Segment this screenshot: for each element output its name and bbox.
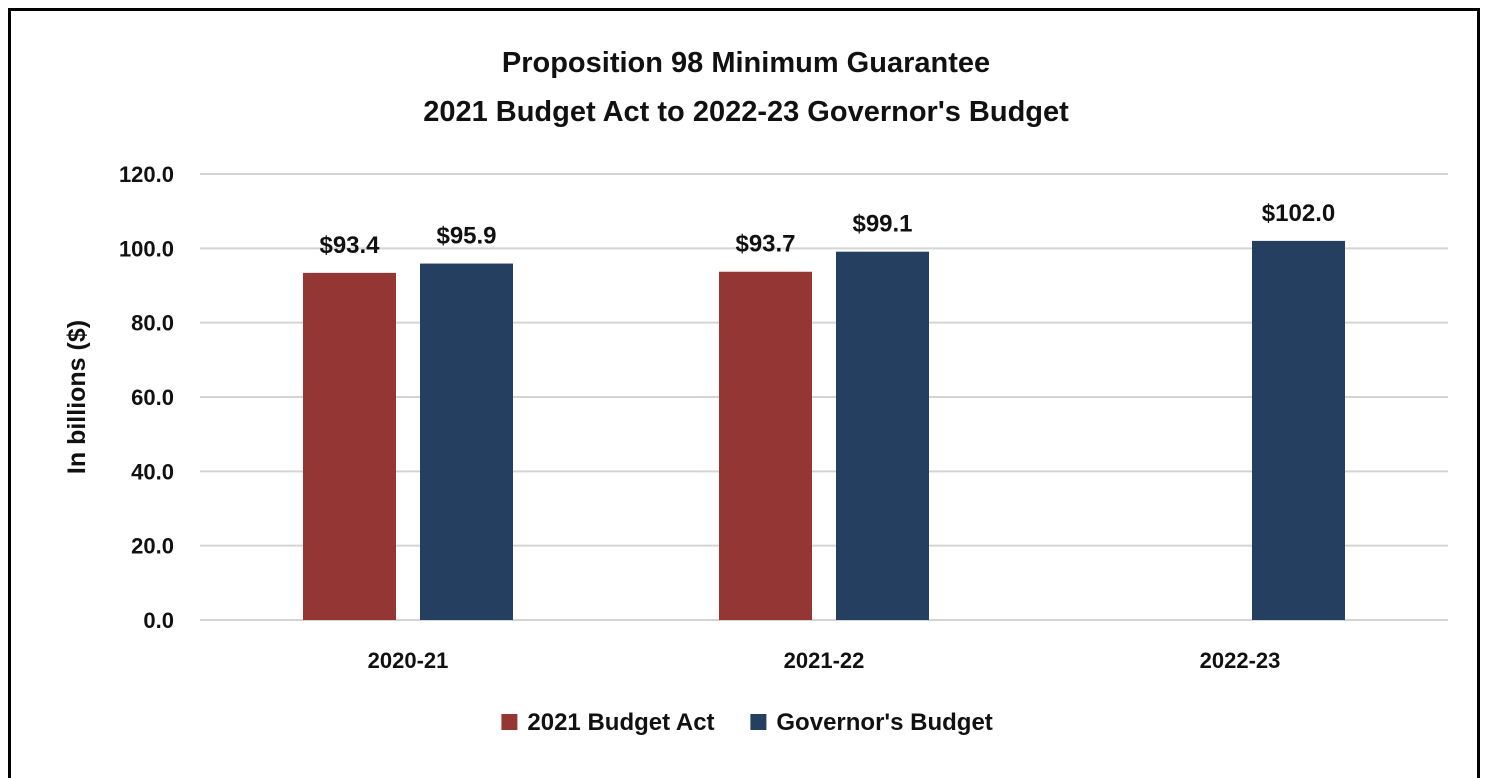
data-label: $99.1	[852, 211, 912, 238]
y-tick-label: 100.0	[119, 236, 174, 261]
bar	[303, 272, 396, 620]
legend-label: Governor's Budget	[776, 709, 992, 736]
bar	[1252, 240, 1345, 620]
y-tick-label: 0.0	[143, 608, 174, 633]
bar	[420, 263, 513, 620]
data-label: $95.9	[436, 223, 496, 250]
bar	[836, 251, 929, 620]
y-tick-label: 20.0	[131, 534, 174, 559]
chart-title: Proposition 98 Minimum Guarantee	[502, 47, 990, 79]
legend-label: 2021 Budget Act	[527, 709, 714, 736]
x-axis-categories: 2020-21 2021-22 2022-23	[368, 648, 1281, 673]
bars	[303, 240, 1345, 620]
data-label: $93.7	[735, 231, 795, 258]
bar	[719, 271, 812, 620]
x-category-label: 2022-23	[1200, 648, 1281, 673]
x-category-label: 2021-22	[784, 648, 865, 673]
y-tick-label: 120.0	[119, 162, 174, 187]
x-category-label: 2020-21	[368, 648, 449, 673]
chart-subtitle: 2021 Budget Act to 2022-23 Governor's Bu…	[423, 96, 1069, 128]
y-tick-label: 60.0	[131, 385, 174, 410]
data-label: $93.4	[319, 232, 380, 259]
legend: 2021 Budget Act Governor's Budget	[501, 709, 993, 736]
y-axis-label: In billions ($)	[63, 320, 91, 474]
data-labels: $93.4 $95.9 $93.7 $99.1 $102.0	[319, 200, 1335, 259]
y-tick-label: 40.0	[131, 459, 174, 484]
legend-swatch	[501, 714, 518, 730]
y-tick-label: 80.0	[131, 311, 174, 336]
legend-swatch	[750, 714, 767, 730]
gridlines	[200, 173, 1448, 621]
data-label: $102.0	[1262, 200, 1335, 227]
y-axis-ticks: 0.0 20.0 40.0 60.0 80.0 100.0 120.0	[119, 162, 174, 633]
